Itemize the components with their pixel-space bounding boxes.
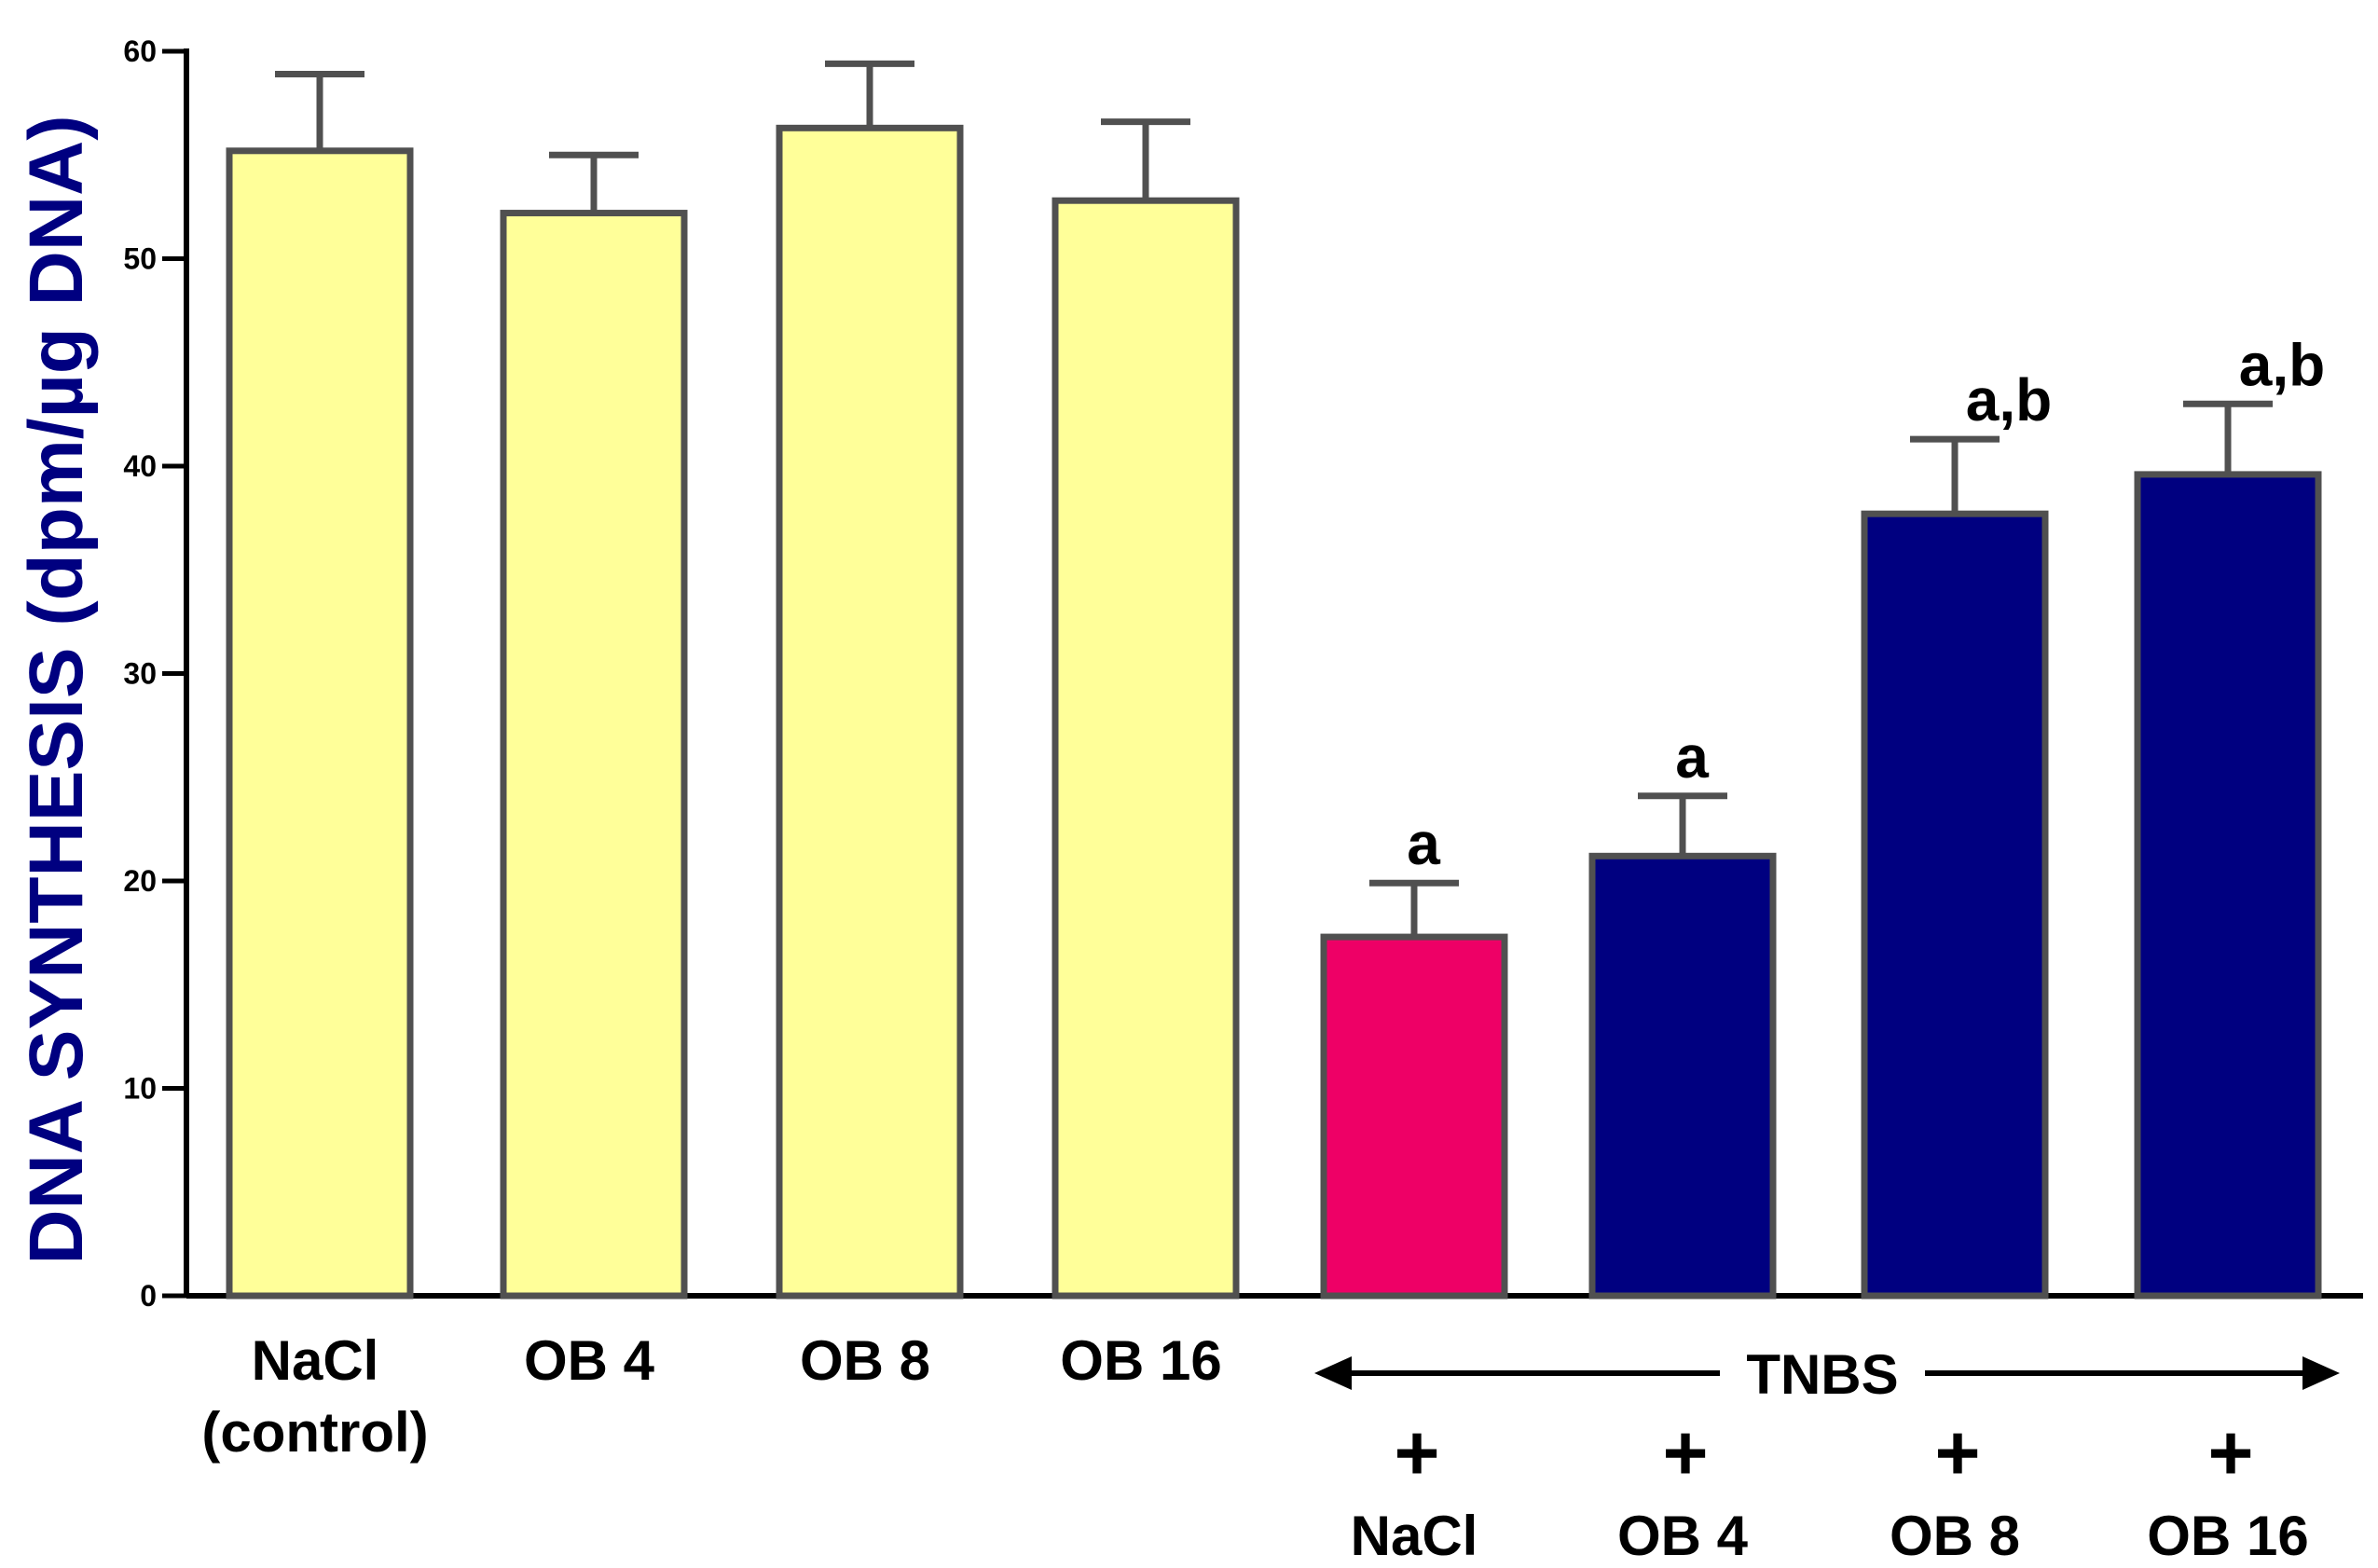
x-tick-label: OB 8: [1890, 1505, 2020, 1567]
bar: [1052, 197, 1240, 1300]
tnbs-group-indicator: TNBS: [1314, 1343, 2340, 1406]
x-tick-label: (control): [201, 1401, 428, 1464]
bar: [1320, 933, 1508, 1300]
bar: [226, 147, 414, 1300]
tnbs-label: TNBS: [1746, 1343, 1898, 1406]
y-tick-label: 0: [140, 1279, 157, 1313]
x-tick-label: NaCl: [252, 1329, 379, 1392]
y-axis-label: DNA SYNTHESIS (dpm/µg DNA): [14, 115, 99, 1264]
plus-sign: +: [1934, 1409, 1980, 1496]
bar: [1588, 852, 1777, 1300]
plus-sign: +: [1662, 1409, 1708, 1496]
x-tick-label: OB 4: [1617, 1505, 1749, 1567]
bar: [2134, 471, 2322, 1300]
x-tick-label: OB 8: [800, 1329, 930, 1392]
significance-label: a: [1675, 723, 1709, 791]
y-ticks: 0 10 20 30 40 50 60: [123, 34, 186, 1313]
bar: [500, 210, 688, 1300]
y-tick-label: 20: [123, 864, 157, 898]
plus-sign: +: [2207, 1409, 2253, 1496]
y-tick-label: 30: [123, 657, 157, 691]
bars: [226, 124, 2322, 1300]
significance-label: a: [1407, 810, 1440, 877]
x-category-labels: NaCl (control) OB 4 OB 8 OB 16 + NaCl + OB 4 + OB …: [201, 1329, 2308, 1567]
tnbs-arrow-right-head: [2302, 1356, 2340, 1390]
x-tick-label: NaCl: [1351, 1505, 1478, 1567]
y-tick-label: 60: [123, 34, 157, 68]
plus-sign: +: [1394, 1409, 1439, 1496]
x-tick-label: OB 4: [524, 1329, 655, 1392]
significance-annotations: a a a,b a,b: [1407, 331, 2325, 877]
significance-label: a,b: [2239, 331, 2325, 398]
y-tick-label: 40: [123, 449, 157, 483]
bar: [1861, 510, 2049, 1300]
y-tick-label: 10: [123, 1072, 157, 1106]
significance-label: a,b: [1966, 366, 2052, 433]
error-bars: [275, 60, 2273, 938]
x-tick-label: OB 16: [2147, 1505, 2308, 1567]
bar: [776, 124, 964, 1300]
x-tick-label: OB 16: [1060, 1329, 1221, 1392]
y-tick-label: 50: [123, 242, 157, 276]
tnbs-arrow-left-head: [1314, 1356, 1352, 1390]
